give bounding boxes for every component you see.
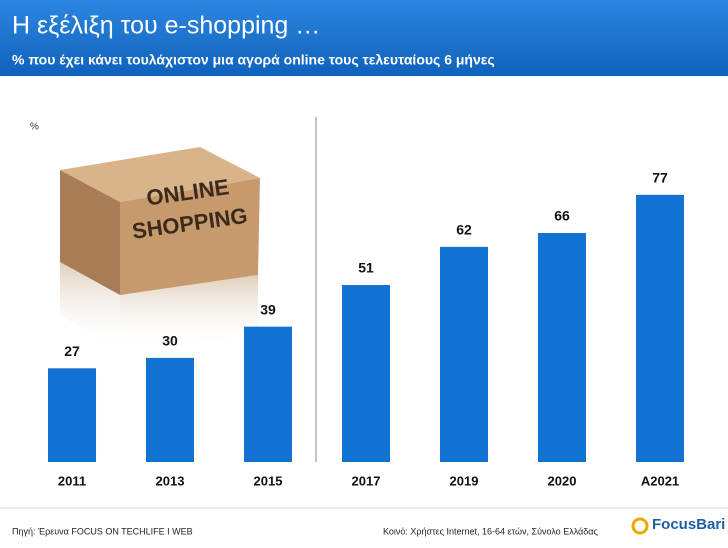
header-band: [0, 0, 728, 76]
x-tick-label: 2017: [352, 473, 381, 488]
title: Η εξέλιξη του e-shopping …: [12, 12, 320, 40]
box-image: ONLINE SHOPPING: [60, 147, 260, 350]
value-label: 30: [162, 333, 178, 349]
x-tick-label: 2013: [156, 473, 185, 488]
x-tick-label: 2011: [58, 473, 86, 488]
x-tick-label: A2021: [641, 473, 679, 488]
bar: [145, 357, 195, 462]
bar: [635, 194, 685, 462]
logo-icon: [631, 517, 649, 535]
subtitle: % που έχει κάνει τουλάχιστον μια αγορά o…: [12, 52, 495, 68]
value-label: 51: [358, 260, 374, 276]
bar: [537, 232, 587, 462]
value-label: 39: [260, 301, 276, 317]
bar: [243, 326, 293, 462]
audience: Κοινό: Χρήστες Internet, 16-64 ετών, Σύν…: [383, 526, 598, 536]
x-tick-label: 2015: [254, 473, 283, 488]
logo: FocusBari: [652, 516, 725, 533]
value-label: 27: [64, 343, 80, 359]
value-label: 62: [456, 222, 472, 238]
source: Πηγή: Έρευνα FOCUS ON TECHLIFE I WEB: [12, 526, 193, 536]
y-axis-label: %: [30, 122, 39, 133]
bar: [47, 368, 97, 462]
x-tick-label: 2019: [450, 473, 479, 488]
value-label: 66: [554, 208, 570, 224]
x-tick-label: 2020: [548, 473, 577, 488]
bar: [341, 285, 391, 462]
value-label: 77: [652, 170, 668, 186]
bar: [439, 246, 489, 462]
